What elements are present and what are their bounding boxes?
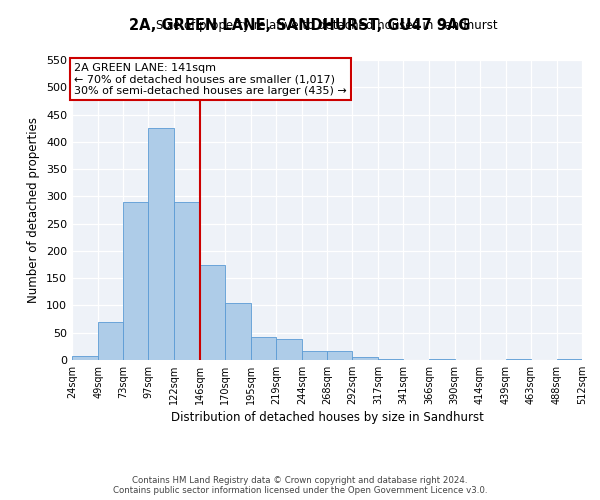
Title: Size of property relative to detached houses in Sandhurst: Size of property relative to detached ho… [156,20,498,32]
Bar [276,340,302,360]
Bar [327,352,352,360]
Bar [123,202,148,360]
Bar [72,356,98,360]
Text: 2A GREEN LANE: 141sqm
← 70% of detached houses are smaller (1,017)
30% of semi-d: 2A GREEN LANE: 141sqm ← 70% of detached … [74,62,347,96]
Y-axis label: Number of detached properties: Number of detached properties [28,117,40,303]
X-axis label: Distribution of detached houses by size in Sandhurst: Distribution of detached houses by size … [170,411,484,424]
Bar [148,128,175,360]
Bar [251,336,276,360]
Text: 2A, GREEN LANE, SANDHURST, GU47 9AG: 2A, GREEN LANE, SANDHURST, GU47 9AG [129,18,471,32]
Text: Contains HM Land Registry data © Crown copyright and database right 2024.
Contai: Contains HM Land Registry data © Crown c… [113,476,487,495]
Bar [200,264,224,360]
Bar [175,202,199,360]
Bar [352,356,378,360]
Bar [302,350,327,360]
Bar [224,302,251,360]
Bar [98,322,123,360]
